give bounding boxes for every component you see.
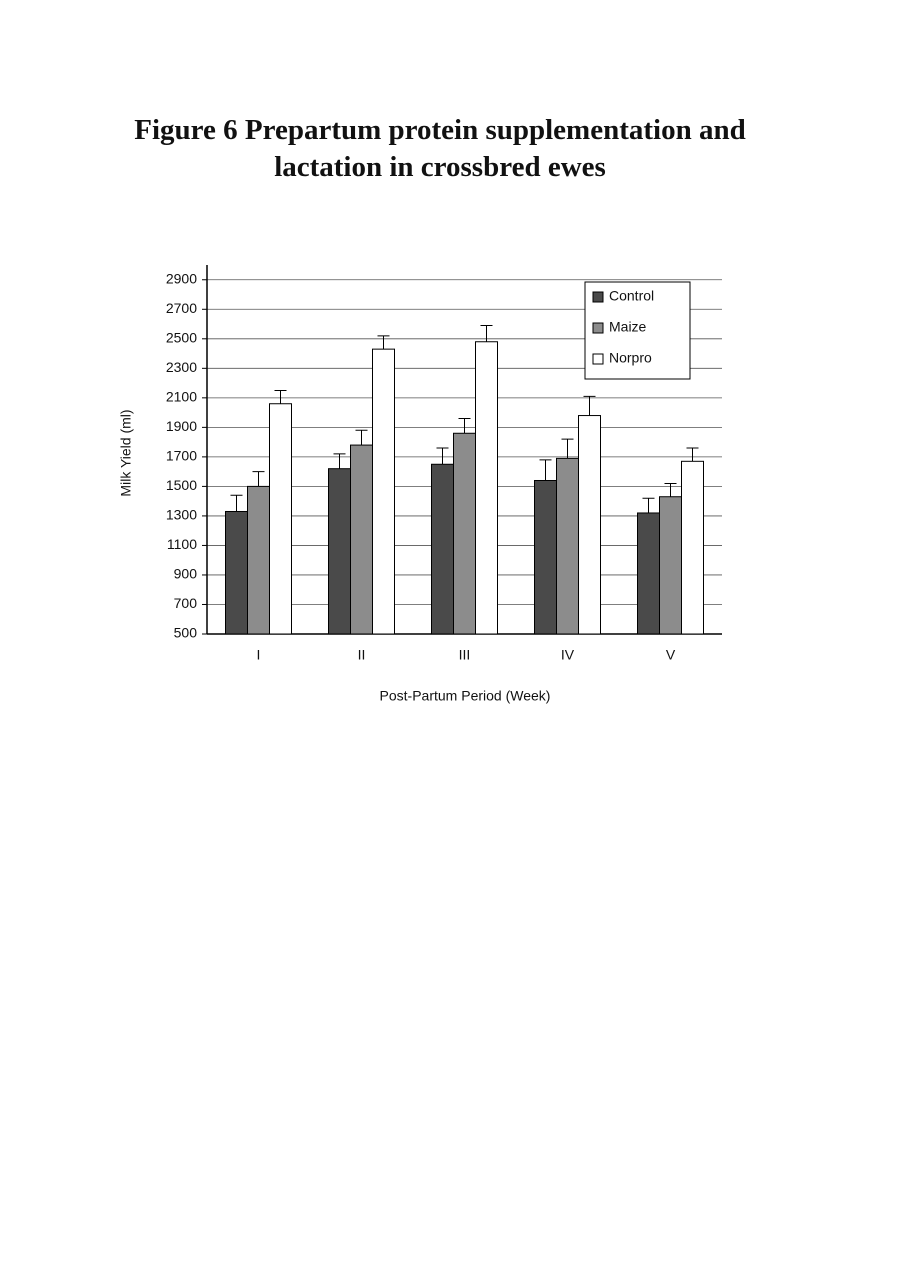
error-bar <box>539 459 552 481</box>
bar <box>431 463 454 635</box>
x-tick-label: IV <box>561 647 575 663</box>
bar <box>247 485 270 635</box>
bar <box>578 415 601 635</box>
y-axis-label: Milk Yield (ml) <box>118 409 134 496</box>
legend-swatch <box>592 322 604 334</box>
error-bar <box>252 471 265 487</box>
bar <box>475 341 498 635</box>
error-bar <box>664 482 677 497</box>
error-bar <box>583 395 596 416</box>
bar <box>637 512 660 635</box>
bar <box>372 348 395 635</box>
x-tick-label: V <box>666 647 676 663</box>
bar <box>534 479 557 635</box>
bar <box>350 444 373 635</box>
y-tick-label: 2300 <box>166 359 197 375</box>
y-tick-label: 900 <box>174 566 198 582</box>
y-tick-label: 500 <box>174 625 198 641</box>
error-bar <box>333 453 346 469</box>
bar <box>681 460 704 635</box>
error-bar <box>274 389 287 404</box>
legend-label: Norpro <box>609 350 652 366</box>
error-bar <box>561 438 574 459</box>
bar <box>328 468 351 635</box>
x-tick-label: II <box>358 647 366 663</box>
error-bar <box>642 497 655 513</box>
error-bar <box>480 325 493 342</box>
error-bar <box>458 418 471 434</box>
error-bar <box>355 429 368 446</box>
y-tick-label: 1700 <box>166 448 197 464</box>
error-bar <box>686 447 699 462</box>
y-tick-label: 2900 <box>166 270 197 286</box>
y-tick-label: 700 <box>174 595 198 611</box>
bar <box>556 457 579 635</box>
bar <box>453 432 476 635</box>
y-tick-label: 2500 <box>166 330 197 346</box>
x-axis-label: Post-Partum Period (Week) <box>380 688 551 704</box>
bar <box>225 510 248 635</box>
bar <box>269 403 292 635</box>
legend-label: Control <box>609 288 654 304</box>
legend-label: Maize <box>609 319 647 335</box>
x-tick-label: III <box>459 647 471 663</box>
y-tick-label: 2700 <box>166 300 197 316</box>
y-tick-label: 1900 <box>166 418 197 434</box>
error-bar <box>377 335 390 350</box>
error-bar <box>436 447 449 465</box>
y-tick-label: 2100 <box>166 389 197 405</box>
y-tick-label: 1500 <box>166 477 197 493</box>
y-tick-label: 1300 <box>166 507 197 523</box>
x-tick-label: I <box>257 647 261 663</box>
legend-swatch <box>592 353 604 365</box>
bar <box>659 496 682 635</box>
legend-swatch <box>592 291 604 303</box>
chart-title: Figure 6 Prepartum protein supplementati… <box>134 114 746 183</box>
y-tick-label: 1100 <box>167 536 197 552</box>
error-bar <box>230 494 243 512</box>
